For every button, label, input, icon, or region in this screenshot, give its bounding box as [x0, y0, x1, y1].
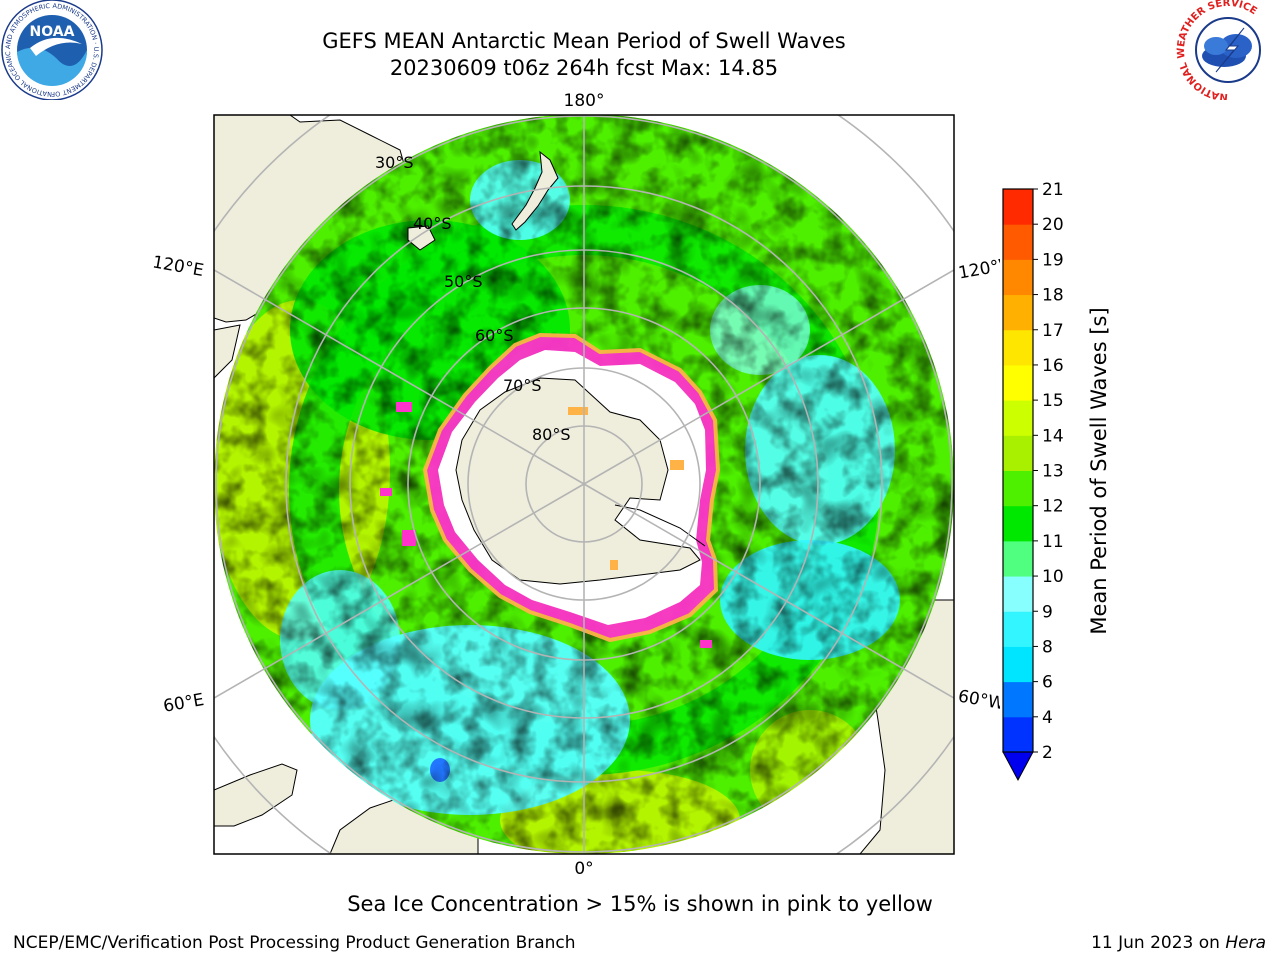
colorbar-tick-label: 21 — [1042, 180, 1064, 200]
lat-label-30s: 30°S — [375, 153, 414, 172]
lat-label-50s: 50°S — [444, 272, 483, 291]
land-madagascar — [214, 763, 298, 827]
colorbar-band — [1003, 646, 1033, 683]
colorbar-band — [1003, 576, 1033, 612]
colorbar-band — [1003, 189, 1033, 225]
colorbar-band — [1003, 259, 1033, 296]
colorbar-band — [1003, 540, 1033, 577]
sea-ice-note: Sea Ice Concentration > 15% is shown in … — [347, 892, 933, 916]
lat-label-60s: 60°S — [475, 326, 514, 345]
colorbar-band — [1003, 294, 1033, 331]
colorbar-tick-label: 8 — [1042, 637, 1053, 657]
lon-label-120e: 120°E — [151, 252, 205, 281]
footer-date: 11 Jun 2023 on Hera — [1091, 933, 1266, 953]
lat-label-40s: 40°S — [413, 214, 452, 233]
nws-logo: NATIONAL WEATHER SERVICE — [1176, 0, 1278, 100]
footer-machine: Hera — [1225, 933, 1266, 953]
polar-map: 30°S 40°S 50°S 60°S 70°S 80°S 180° 0° 12… — [151, 91, 1000, 879]
colorbar-tick-label: 12 — [1042, 497, 1064, 517]
colorbar-tick-label: 18 — [1042, 286, 1064, 306]
map-frame — [213, 114, 955, 855]
colorbar-bands — [1003, 189, 1033, 753]
colorbar-band — [1003, 611, 1033, 647]
colorbar-tick-label: 11 — [1042, 532, 1064, 552]
noaa-logo-text: NOAA — [30, 24, 75, 40]
colorbar: 2 4 6 8 9 10 11 12 13 14 15 16 17 18 19 20 21 Mean Perio… — [1002, 180, 1111, 782]
colorbar-tick-label: 4 — [1042, 708, 1053, 728]
colorbar-tick-label: 15 — [1042, 391, 1064, 411]
lat-label-80s: 80°S — [532, 425, 571, 444]
colorbar-extend-triangle — [1002, 751, 1034, 782]
colorbar-tick-label: 19 — [1042, 250, 1064, 270]
colorbar-band — [1003, 505, 1033, 542]
colorbar-tick-label: 14 — [1042, 426, 1064, 446]
colorbar-tick-label: 17 — [1042, 321, 1064, 341]
chart-subtitle-run: 20230609 t06z 264h fcst Max: 14.85 — [389, 56, 779, 80]
colorbar-band — [1003, 400, 1033, 436]
chart-title: GEFS MEAN Antarctic Mean Period of Swell… — [322, 29, 846, 53]
footer-date-text: 11 Jun 2023 on — [1091, 933, 1226, 953]
colorbar-band — [1003, 224, 1033, 260]
colorbar-tick-label: 20 — [1042, 215, 1064, 235]
colorbar-tick-label: 6 — [1042, 673, 1053, 693]
noaa-logo: NATIONAL OCEANIC AND ATMOSPHERIC ADMINIS… — [0, 0, 103, 100]
lon-label-0: 0° — [574, 859, 593, 879]
colorbar-band — [1003, 435, 1033, 471]
colorbar-tick-label: 13 — [1042, 462, 1064, 482]
colorbar-label: Mean Period of Swell Waves [s] — [1087, 307, 1111, 634]
land-new-zealand — [511, 150, 559, 231]
colorbar-band — [1003, 716, 1033, 753]
colorbar-band — [1003, 364, 1033, 401]
colorbar-band — [1003, 681, 1033, 718]
colorbar-tick-label: 16 — [1042, 356, 1064, 376]
graticule — [214, 115, 954, 854]
lon-label-180: 180° — [564, 91, 605, 111]
footer-credit: NCEP/EMC/Verification Post Processing Pr… — [13, 933, 576, 953]
colorbar-band — [1003, 329, 1033, 366]
colorbar-tick-label: 10 — [1042, 567, 1064, 587]
colorbar-band — [1003, 470, 1033, 507]
lat-label-70s: 70°S — [503, 376, 542, 395]
colorbar-tick-label: 2 — [1042, 743, 1053, 763]
colorbar-ticks: 2 4 6 8 9 10 11 12 13 14 15 16 17 18 19 20 21 — [1033, 180, 1064, 763]
lon-label-60e: 60°E — [162, 690, 206, 717]
colorbar-tick-label: 9 — [1042, 602, 1053, 622]
